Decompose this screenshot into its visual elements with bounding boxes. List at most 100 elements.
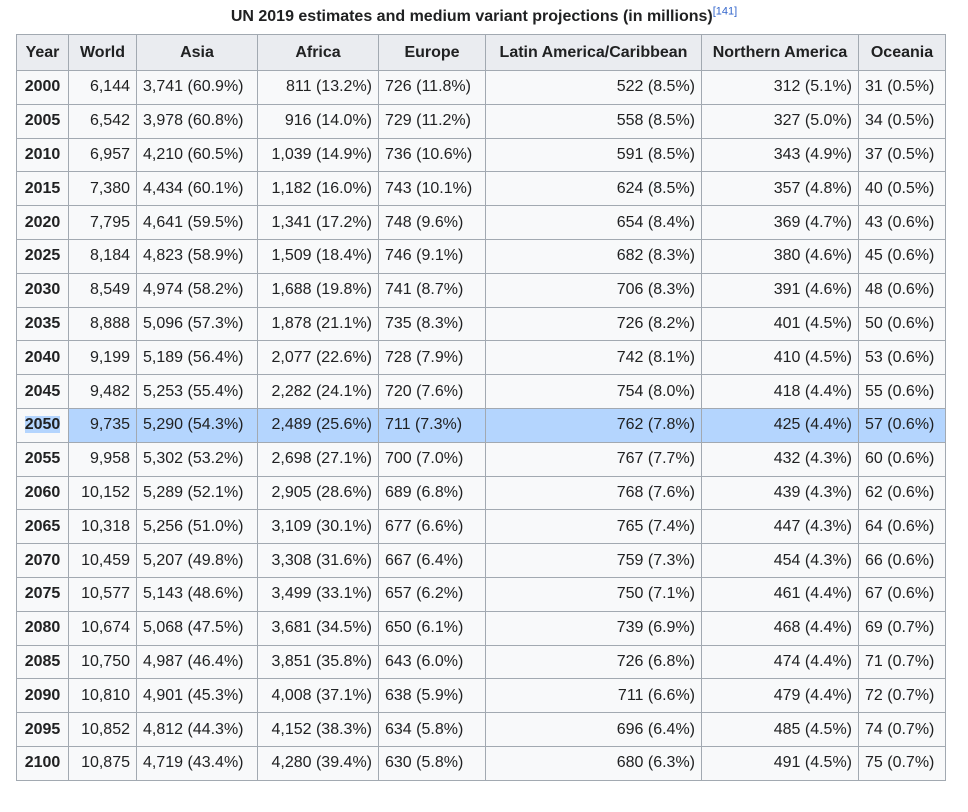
cell-latin-america: 759 (7.3%) bbox=[485, 543, 702, 578]
cell-value: 1,341 (17.2%) bbox=[271, 213, 372, 231]
cell-value: 1,688 (19.8%) bbox=[271, 281, 372, 299]
citation-link[interactable]: [141] bbox=[712, 5, 738, 18]
cell-year: 2040 bbox=[16, 340, 69, 376]
cell-value: 5,302 (53.2%) bbox=[143, 450, 244, 468]
cell-value: 634 (5.8%) bbox=[385, 720, 464, 738]
header-world[interactable]: World bbox=[68, 34, 137, 71]
cell-value: 8,184 bbox=[89, 247, 130, 265]
cell-world: 6,144 bbox=[68, 70, 137, 105]
cell-latin-america: 739 (6.9%) bbox=[485, 610, 702, 646]
header-year[interactable]: Year bbox=[16, 34, 69, 71]
cell-latin-america: 696 (6.4%) bbox=[485, 712, 702, 747]
cell-value: 720 (7.6%) bbox=[385, 382, 464, 400]
cell-oceania: 50 (0.6%) bbox=[858, 306, 946, 342]
cell-northern-america: 343 (4.9%) bbox=[701, 137, 859, 173]
cell-world: 7,795 bbox=[68, 205, 137, 240]
cell-oceania: 67 (0.6%) bbox=[858, 576, 946, 612]
cell-value: 69 (0.7%) bbox=[865, 619, 935, 637]
cell-value: 768 (7.6%) bbox=[616, 483, 695, 501]
cell-asia: 4,812 (44.3%) bbox=[136, 712, 258, 747]
cell-value: 343 (4.9%) bbox=[773, 145, 852, 163]
cell-value: 447 (4.3%) bbox=[773, 517, 852, 535]
cell-value: 5,289 (52.1%) bbox=[143, 483, 244, 501]
cell-asia: 5,290 (54.3%) bbox=[136, 407, 258, 443]
header-africa[interactable]: Africa bbox=[257, 34, 379, 71]
cell-northern-america: 410 (4.5%) bbox=[701, 340, 859, 376]
cell-africa: 2,698 (27.1%) bbox=[257, 441, 379, 477]
cell-world: 10,810 bbox=[68, 678, 137, 714]
cell-value: 1,878 (21.1%) bbox=[271, 314, 372, 332]
cell-value: 60 (0.6%) bbox=[865, 450, 935, 468]
cell-value: 2075 bbox=[24, 585, 61, 603]
cell-world: 9,735 bbox=[68, 407, 137, 443]
cell-value: 2100 bbox=[24, 754, 61, 772]
cell-value: 739 (6.9%) bbox=[616, 619, 695, 637]
cell-asia: 5,256 (51.0%) bbox=[136, 509, 258, 545]
cell-value: 2030 bbox=[24, 281, 61, 299]
table-row: 2070 10,459 5,207 (49.8%) 3,308 (31.6%) 667 … bbox=[16, 543, 946, 578]
cell-year: 2010 bbox=[16, 137, 69, 173]
cell-value: 439 (4.3%) bbox=[773, 483, 852, 501]
cell-value: 2045 bbox=[24, 382, 61, 400]
cell-asia: 5,143 (48.6%) bbox=[136, 576, 258, 612]
cell-value: 6,144 bbox=[89, 78, 130, 96]
cell-latin-america: 742 (8.1%) bbox=[485, 340, 702, 376]
cell-value: 485 (4.5%) bbox=[773, 720, 852, 738]
cell-value: 10,852 bbox=[81, 720, 130, 738]
cell-value: 741 (8.7%) bbox=[385, 281, 464, 299]
cell-latin-america: 624 (8.5%) bbox=[485, 171, 702, 207]
cell-value: 479 (4.4%) bbox=[773, 686, 852, 704]
cell-africa: 3,109 (30.1%) bbox=[257, 509, 379, 545]
cell-asia: 5,068 (47.5%) bbox=[136, 610, 258, 646]
cell-value: 1,182 (16.0%) bbox=[271, 179, 372, 197]
table-row: 2025 8,184 4,823 (58.9%) 1,509 (18.4%) 746 (… bbox=[16, 238, 946, 274]
table-row: 2050 9,735 5,290 (54.3%) 2,489 (25.6%) 711 (… bbox=[16, 407, 946, 443]
citation-ref[interactable]: [141] bbox=[713, 6, 737, 18]
cell-value: 558 (8.5%) bbox=[616, 112, 695, 130]
cell-northern-america: 461 (4.4%) bbox=[701, 576, 859, 612]
cell-value: 474 (4.4%) bbox=[773, 652, 852, 670]
header-latin-america[interactable]: Latin America/Caribbean bbox=[485, 34, 702, 71]
cell-value: 31 (0.5%) bbox=[865, 78, 935, 96]
cell-latin-america: 682 (8.3%) bbox=[485, 238, 702, 274]
population-table: Year World Asia Africa Europe Latin Amer… bbox=[16, 34, 946, 781]
cell-europe: 634 (5.8%) bbox=[378, 712, 486, 747]
cell-value: 461 (4.4%) bbox=[773, 585, 852, 603]
cell-europe: 746 (9.1%) bbox=[378, 238, 486, 274]
cell-africa: 3,681 (34.5%) bbox=[257, 610, 379, 646]
cell-value: 682 (8.3%) bbox=[616, 247, 695, 265]
header-oceania[interactable]: Oceania bbox=[858, 34, 946, 71]
cell-year: 2075 bbox=[16, 576, 69, 612]
cell-value: 312 (5.1%) bbox=[773, 78, 852, 96]
cell-africa: 3,851 (35.8%) bbox=[257, 644, 379, 680]
cell-value: 667 (6.4%) bbox=[385, 551, 464, 569]
header-northern-america[interactable]: Northern America bbox=[701, 34, 859, 71]
cell-asia: 3,978 (60.8%) bbox=[136, 103, 258, 139]
cell-value: 3,851 (35.8%) bbox=[271, 652, 372, 670]
table-row: 2080 10,674 5,068 (47.5%) 3,681 (34.5%) 650 … bbox=[16, 610, 946, 646]
cell-year: 2095 bbox=[16, 712, 69, 747]
header-europe[interactable]: Europe bbox=[378, 34, 486, 71]
cell-world: 9,958 bbox=[68, 441, 137, 477]
cell-world: 10,674 bbox=[68, 610, 137, 646]
table-row: 2030 8,549 4,974 (58.2%) 1,688 (19.8%) 741 (… bbox=[16, 272, 946, 308]
cell-northern-america: 357 (4.8%) bbox=[701, 171, 859, 207]
cell-value: 4,210 (60.5%) bbox=[143, 145, 244, 163]
cell-oceania: 71 (0.7%) bbox=[858, 644, 946, 680]
cell-value: 736 (10.6%) bbox=[385, 145, 473, 163]
cell-asia: 4,974 (58.2%) bbox=[136, 272, 258, 308]
cell-europe: 743 (10.1%) bbox=[378, 171, 486, 207]
cell-value: 522 (8.5%) bbox=[616, 78, 695, 96]
cell-world: 7,380 bbox=[68, 171, 137, 207]
cell-year: 2005 bbox=[16, 103, 69, 139]
cell-northern-america: 474 (4.4%) bbox=[701, 644, 859, 680]
cell-value: 10,875 bbox=[81, 754, 130, 772]
cell-africa: 916 (14.0%) bbox=[257, 103, 379, 139]
cell-asia: 5,253 (55.4%) bbox=[136, 374, 258, 409]
cell-value: 767 (7.7%) bbox=[616, 450, 695, 468]
cell-value: 2040 bbox=[24, 348, 61, 366]
cell-africa: 2,077 (22.6%) bbox=[257, 340, 379, 376]
cell-latin-america: 726 (8.2%) bbox=[485, 306, 702, 342]
header-asia[interactable]: Asia bbox=[136, 34, 258, 71]
cell-value: 2,905 (28.6%) bbox=[271, 483, 372, 501]
